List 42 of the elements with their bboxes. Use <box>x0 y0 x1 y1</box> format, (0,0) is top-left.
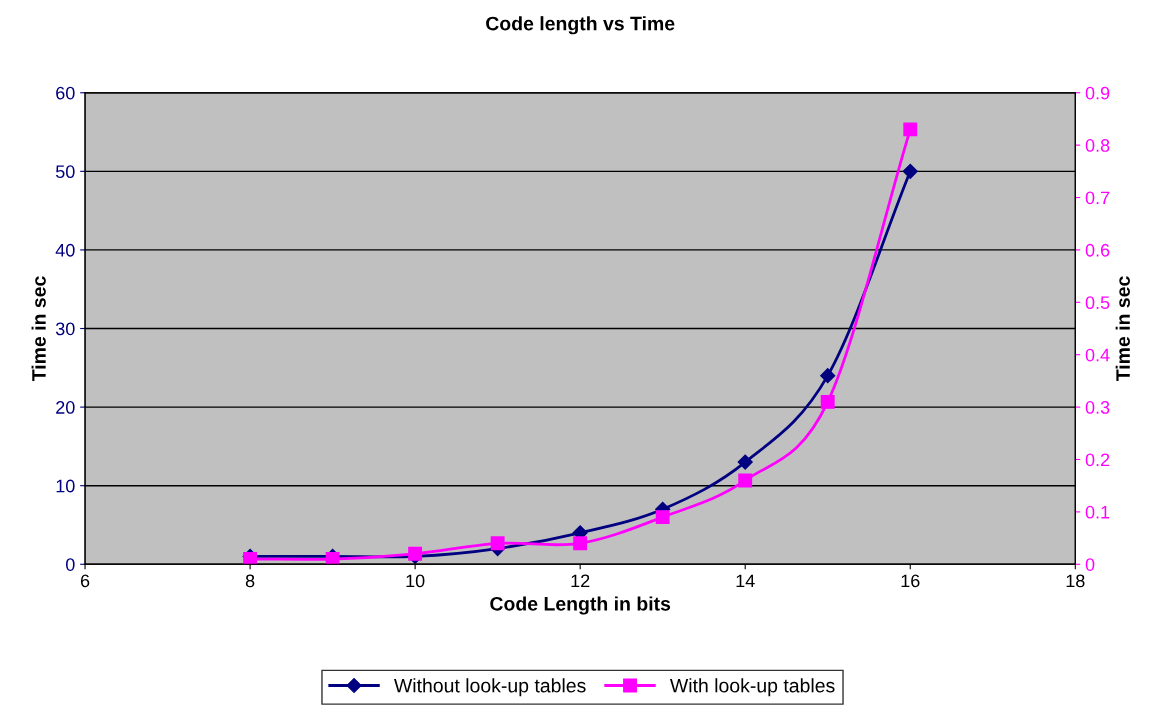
point <box>738 473 753 488</box>
y-tick-label: 10 <box>56 479 75 493</box>
y-tick-label: 20 <box>56 401 75 414</box>
x-tick-label: 6 <box>80 574 90 588</box>
y-tick-label: 60 <box>56 86 75 100</box>
point <box>820 394 835 409</box>
point <box>490 536 505 551</box>
y2-tick-label: 0.6 <box>1085 243 1110 257</box>
y2-tick-label: 0.8 <box>1085 139 1110 152</box>
y2-tick-label: 0.7 <box>1085 191 1110 205</box>
y-tick-label: 50 <box>55 165 75 179</box>
x-axis-title: Code Length in bits <box>490 596 671 615</box>
point <box>325 552 340 565</box>
x-tick-label: 10 <box>406 574 425 588</box>
y-tick-label: 0 <box>65 558 75 571</box>
y2-tick-label: 0 <box>1085 558 1095 571</box>
y2-tick-label: 0.3 <box>1085 401 1110 414</box>
y2-tick-label: 0.1 <box>1085 505 1110 519</box>
y2-tick-label: 0.2 <box>1085 453 1110 467</box>
point <box>820 368 836 384</box>
point <box>902 163 918 179</box>
y-axis-title: Time in sec <box>31 276 46 382</box>
y2-tick-label: 0.5 <box>1085 296 1110 310</box>
legend-label: Without look-up tables <box>394 678 586 697</box>
point <box>737 454 753 470</box>
x-tick-label: 16 <box>901 574 920 588</box>
point <box>903 122 918 137</box>
y-tick-label: 40 <box>55 243 75 257</box>
y-tick-label: 30 <box>55 322 75 336</box>
point <box>573 536 588 551</box>
x-tick-label: 18 <box>1066 574 1085 588</box>
x-tick-label: 14 <box>736 574 755 588</box>
legend-label: With look-up tables <box>669 678 835 697</box>
point <box>243 552 258 565</box>
point <box>408 546 423 561</box>
chart-title: Code length vs Time <box>486 16 675 35</box>
y2-tick-label: 0.4 <box>1085 348 1110 362</box>
x-tick-label: 8 <box>245 574 255 588</box>
y2-axis-title: Time in sec <box>1115 276 1130 382</box>
y2-tick-label: 0.9 <box>1085 86 1110 100</box>
point <box>655 510 670 525</box>
x-tick-label: 12 <box>571 574 590 588</box>
